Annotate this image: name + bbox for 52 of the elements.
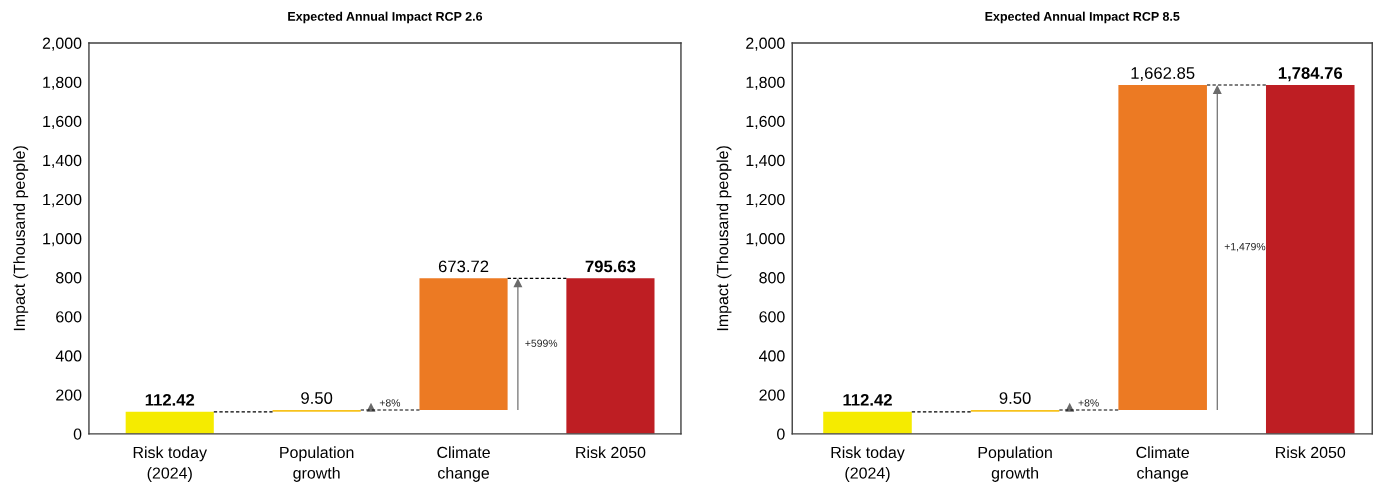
bar: [1265, 85, 1355, 434]
bar: [419, 278, 508, 410]
y-tick-label: 600: [759, 311, 785, 323]
y-tick-label: 1,200: [746, 193, 785, 208]
y-tick-label: 800: [56, 272, 82, 284]
annotation: +8%: [379, 399, 401, 407]
x-tick-label: Risk today (2024): [133, 446, 207, 482]
y-tick-label: 400: [759, 350, 785, 362]
y-tick-label: 600: [56, 311, 82, 323]
x-tick-label: Climate change: [1136, 446, 1190, 482]
y-axis-title: Impact (Thousand people): [716, 146, 732, 331]
x-tick-label: Risk 2050: [1276, 446, 1346, 459]
data-label: 112.42: [145, 393, 195, 406]
y-tick-label: 0: [73, 428, 82, 440]
bar: [1118, 85, 1207, 410]
annotation: +8%: [1078, 399, 1099, 407]
y-tick-label: 0: [777, 428, 785, 440]
data-label: 9.50: [999, 392, 1031, 404]
y-tick-label: 1,400: [43, 154, 82, 169]
data-label: 1,662.85: [1131, 67, 1195, 81]
data-label: 9.50: [301, 392, 333, 404]
y-tick-label: 2,000: [42, 37, 82, 51]
y-tick-label: 2,000: [746, 37, 785, 51]
y-tick-label: 800: [759, 272, 785, 284]
y-tick-label: 1,800: [43, 76, 82, 90]
annotation: +599%: [525, 339, 558, 347]
data-label: 112.42: [843, 393, 892, 406]
chart-title: Expected Annual Impact RCP 8.5: [985, 11, 1180, 24]
y-tick-label: 1,400: [746, 154, 785, 169]
y-tick-label: 1,200: [43, 193, 82, 208]
bar: [566, 278, 655, 434]
data-label: 673.72: [438, 260, 489, 273]
data-label: 795.63: [585, 260, 636, 273]
y-tick-label: 1,800: [746, 76, 785, 90]
x-tick-label: Population growth: [280, 446, 354, 482]
x-tick-label: Climate change: [437, 446, 490, 482]
y-tick-label: 1,000: [746, 233, 785, 247]
x-tick-label: Risk 2050: [576, 446, 646, 459]
bar: [823, 411, 912, 434]
y-tick-label: 400: [55, 350, 82, 362]
annotation: +1,479%: [1224, 242, 1266, 252]
y-axis-title: Impact (Thousand people): [13, 146, 29, 331]
x-tick-label: Population growth: [978, 446, 1052, 482]
chart-title: Expected Annual Impact RCP 2.6: [288, 11, 483, 24]
y-tick-label: 200: [56, 389, 82, 401]
y-tick-label: 1,000: [43, 233, 82, 247]
y-tick-label: 200: [759, 389, 785, 401]
y-tick-label: 1,600: [746, 115, 785, 129]
y-tick-label: 1,600: [43, 115, 82, 129]
data-label: 1,784.76: [1278, 67, 1343, 82]
bar: [125, 411, 214, 434]
x-tick-label: Risk today (2024): [831, 446, 905, 482]
